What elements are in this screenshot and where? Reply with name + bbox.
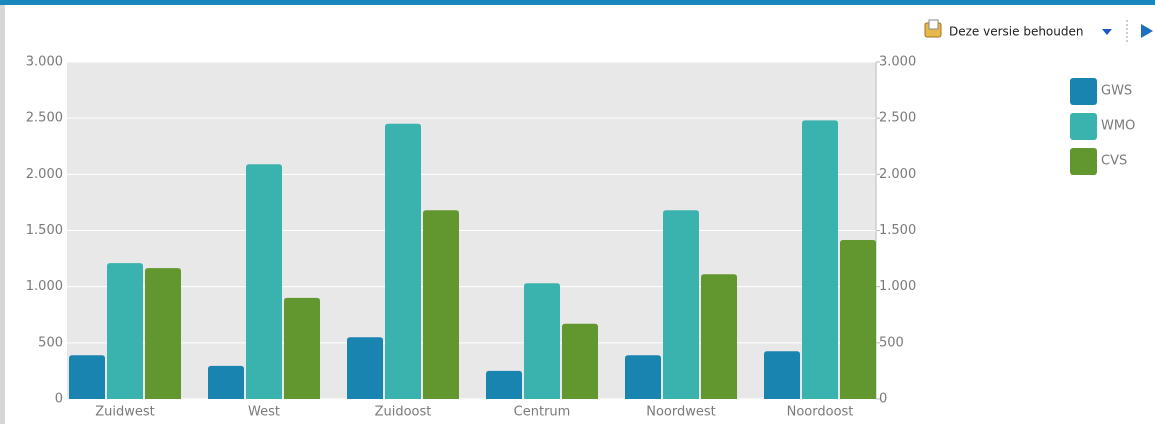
y-tick-label: 0 [55, 392, 63, 407]
bar [701, 274, 737, 399]
legend-swatch [1070, 113, 1097, 140]
bar [385, 123, 421, 400]
y2-tick-label: 3.000 [879, 55, 916, 70]
bar [423, 210, 459, 399]
bar [764, 351, 800, 399]
y-tick-label: 2.000 [26, 167, 63, 182]
bar [663, 210, 699, 399]
y-tick-label: 1.000 [26, 279, 63, 294]
x-tick-label: Centrum [514, 405, 571, 420]
bar [802, 120, 838, 399]
toolbar-action: Deze versie behouden [949, 25, 1083, 39]
y2-tick-label: 2.500 [879, 111, 916, 126]
doc-icon [928, 19, 939, 30]
y2-tick-label: 500 [879, 335, 904, 350]
x-tick-label: Zuidwest [95, 405, 155, 420]
bar [486, 370, 522, 399]
bar [524, 283, 560, 399]
y2-tick-label: 1.500 [879, 223, 916, 238]
x-tick-label: West [248, 405, 280, 420]
x-tick-label: Zuidoost [375, 405, 432, 420]
legend-swatch [1070, 148, 1097, 175]
x-tick-label: Noordwest [646, 405, 716, 420]
bar [284, 297, 320, 399]
legend-label: CVS [1101, 154, 1127, 169]
left-border [0, 5, 5, 424]
y2-tick-label: 0 [879, 392, 887, 407]
x-tick-label: Noordoost [787, 405, 854, 420]
bar [347, 337, 383, 399]
bar [69, 355, 105, 399]
bar [145, 268, 181, 399]
top-border [0, 0, 1155, 5]
legend-label: GWS [1101, 84, 1132, 99]
bar [625, 355, 661, 399]
play-button[interactable] [1141, 24, 1153, 38]
y2-tick-label: 1.000 [879, 279, 916, 294]
bar [107, 263, 143, 399]
y2-tick-label: 2.000 [879, 167, 916, 182]
legend-label: WMO [1101, 119, 1135, 134]
y-tick-label: 500 [38, 335, 63, 350]
bar [562, 323, 598, 399]
bar [840, 240, 876, 399]
keep-version-button[interactable]: Deze versie behouden [924, 19, 1112, 39]
dropdown-arrow [1102, 29, 1112, 35]
y-tick-label: 1.500 [26, 223, 63, 238]
bar [246, 164, 282, 399]
legend-swatch [1070, 78, 1097, 105]
y-tick-label: 3.000 [26, 55, 63, 70]
y-tick-label: 2.500 [26, 111, 63, 126]
bar [208, 365, 244, 399]
